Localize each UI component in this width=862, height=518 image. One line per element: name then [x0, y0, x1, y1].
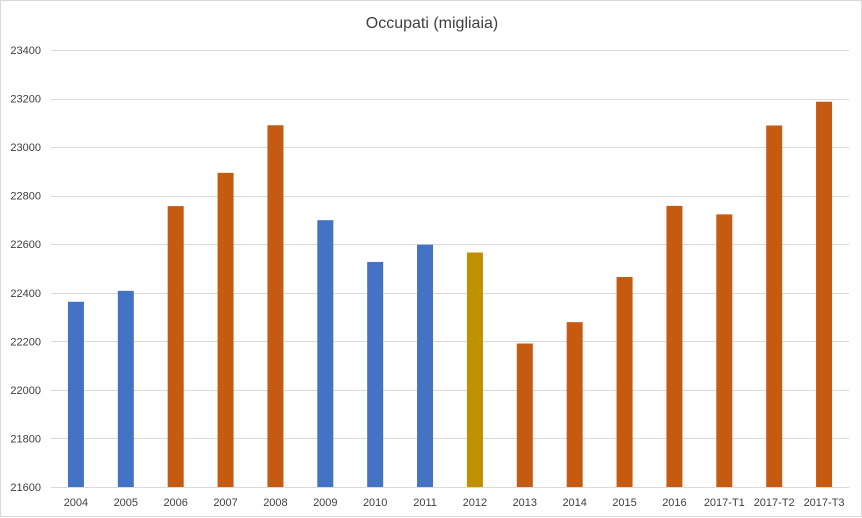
y-tick-label: 23200	[10, 94, 41, 106]
y-tick-label: 22200	[10, 336, 41, 348]
x-tick-label: 2012	[463, 497, 487, 509]
x-tick-label: 2017-T2	[754, 497, 795, 509]
x-tick-label: 2008	[263, 497, 287, 509]
y-tick-label: 22400	[10, 288, 41, 300]
bar-2010	[367, 261, 384, 487]
bar-2017-T1	[716, 214, 733, 488]
bar-2016	[666, 205, 683, 487]
x-tick-label: 2014	[562, 497, 586, 509]
bar-2012	[466, 252, 483, 487]
bar-2007	[217, 172, 234, 487]
x-tick-label: 2005	[114, 497, 138, 509]
bar-2009	[317, 220, 334, 487]
x-tick-label: 2017-T3	[804, 497, 845, 509]
x-axis-tick-labels: 2004 2005 2006 2007 2008 2009 2010 2011 2012 2013…	[64, 497, 845, 509]
bar-2014	[566, 322, 583, 487]
y-tick-label: 22600	[10, 239, 41, 251]
y-tick-label: 23000	[10, 142, 41, 154]
y-tick-label: 21600	[10, 482, 41, 494]
y-tick-label: 21800	[10, 433, 41, 445]
bar-2011	[417, 244, 434, 487]
x-tick-label: 2009	[313, 497, 337, 509]
x-tick-label: 2004	[64, 497, 88, 509]
x-tick-label: 2010	[363, 497, 387, 509]
bar-2017-T3	[816, 101, 833, 487]
bar-2013	[516, 343, 533, 487]
x-tick-label: 2015	[612, 497, 636, 509]
x-tick-label: 2011	[413, 497, 437, 509]
bar-2015	[616, 276, 633, 487]
x-tick-label: 2016	[662, 497, 686, 509]
y-tick-label: 22000	[10, 385, 41, 397]
x-tick-label: 2007	[213, 497, 237, 509]
y-tick-label: 22800	[10, 191, 41, 203]
bar-2008	[267, 125, 284, 487]
bar-2005	[117, 290, 134, 487]
x-tick-label: 2006	[163, 497, 187, 509]
x-tick-label: 2017-T1	[704, 497, 745, 509]
bar-2006	[167, 206, 184, 487]
bar-2004	[67, 301, 84, 487]
y-tick-label: 23400	[10, 45, 41, 57]
chart-title: Occupati (migliaia)	[366, 15, 498, 32]
y-axis-tick-labels: 21600 21800 22000 22200 22400 22600 22800 23000…	[10, 45, 41, 494]
bars	[67, 101, 833, 488]
x-tick-label: 2013	[513, 497, 537, 509]
gridlines	[51, 50, 849, 488]
bar-2017-T2	[766, 125, 783, 487]
